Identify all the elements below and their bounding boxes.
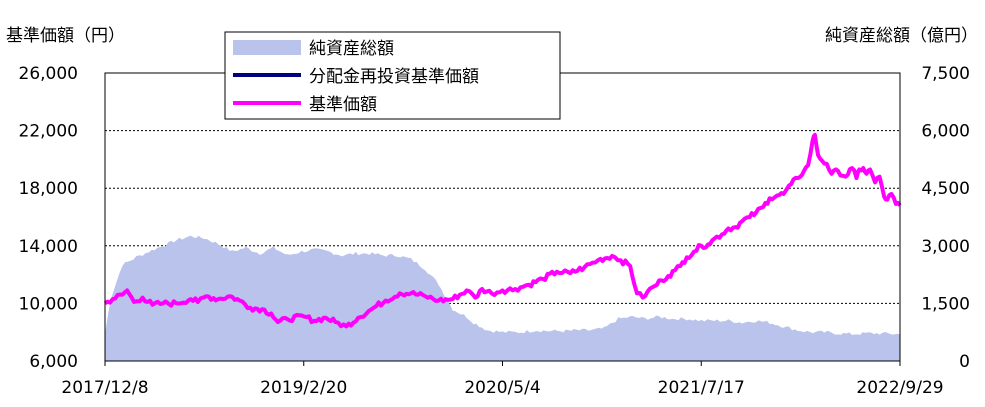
y-right-tick-label: 6,000 [921, 122, 970, 142]
y-left-tick-label: 18,000 [19, 179, 78, 199]
y-left-tick-label: 26,000 [19, 64, 78, 84]
y-left-tick-label: 10,000 [19, 294, 78, 314]
y-left-tick-label: 22,000 [19, 122, 78, 142]
legend-label-area: 純資産総額 [309, 39, 394, 59]
y-left-ticks: 26,000 22,000 18,000 14,000 10,000 6,000 [19, 64, 78, 372]
x-tick-label: 2021/7/17 [658, 378, 745, 398]
y-left-tick-label: 14,000 [19, 237, 78, 257]
nav-line [103, 132, 902, 329]
y-right-axis-title: 純資産総額（億円） [825, 26, 978, 46]
y-right-ticks: 7,500 6,000 4,500 3,000 1,500 0 [921, 64, 970, 372]
x-ticks: 2017/12/8 2019/2/20 2020/5/4 2021/7/17 2022/… [61, 361, 944, 398]
net-assets-area [105, 235, 900, 361]
y-right-tick-label: 4,500 [921, 179, 970, 199]
y-left-axis-title: 基準価額（円） [6, 26, 125, 46]
legend-label-nav: 基準価額 [309, 95, 377, 115]
legend: 純資産総額 分配金再投資基準価額 基準価額 [224, 31, 561, 120]
y-right-tick-label: 0 [959, 352, 970, 372]
y-right-tick-label: 3,000 [921, 237, 970, 257]
legend-label-reinvest: 分配金再投資基準価額 [309, 67, 479, 87]
x-tick-label: 2017/12/8 [61, 378, 148, 398]
x-tick-label: 2019/2/20 [260, 378, 347, 398]
y-right-tick-label: 1,500 [921, 294, 970, 314]
y-left-tick-label: 6,000 [29, 352, 78, 372]
x-tick-label: 2022/9/29 [856, 378, 943, 398]
y-right-tick-label: 7,500 [921, 64, 970, 84]
x-tick-label: 2020/5/4 [464, 378, 540, 398]
legend-swatch-area [233, 40, 301, 55]
